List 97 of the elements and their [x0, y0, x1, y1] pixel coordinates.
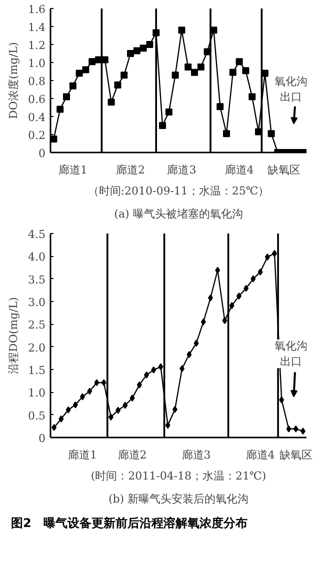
- point: [286, 425, 292, 432]
- point: [186, 351, 192, 358]
- point: [56, 106, 64, 113]
- y-tick-label: 0.8: [28, 75, 46, 88]
- point: [159, 122, 166, 129]
- x-tick-label: 廊道1: [58, 164, 88, 176]
- annotation: 氧化沟出口: [274, 340, 308, 368]
- point: [250, 275, 256, 282]
- x-tick-label: 廊道4: [224, 164, 254, 176]
- point: [279, 396, 284, 404]
- point: [108, 98, 115, 106]
- point: [293, 425, 298, 432]
- point: [146, 41, 154, 48]
- point: [140, 44, 147, 52]
- point: [122, 402, 128, 409]
- y-tick-label: 3.0: [28, 296, 46, 309]
- point: [165, 108, 172, 116]
- y-tick-label: 1.0: [28, 386, 46, 400]
- y-tick-label: 0: [38, 147, 46, 160]
- x-axis-title: （时间:2010-09-11；水温：25℃）: [88, 184, 270, 198]
- point: [116, 406, 121, 414]
- point: [66, 406, 71, 414]
- y-tick-label: 1.6: [28, 3, 46, 16]
- point: [264, 254, 270, 261]
- point: [151, 366, 156, 374]
- point: [172, 72, 179, 79]
- point: [69, 82, 76, 90]
- point: [63, 93, 70, 100]
- point: [82, 66, 90, 74]
- point: [229, 68, 236, 76]
- y-tick-label: 0.4: [28, 111, 46, 124]
- annotation: 氧化沟出口: [274, 74, 308, 104]
- point: [223, 130, 230, 138]
- point: [101, 379, 106, 386]
- point: [197, 64, 204, 70]
- point: [108, 414, 114, 421]
- text: (b) 新曝气头安装后的氧化沟: [108, 492, 249, 506]
- x-tick-label: 廊道3: [167, 164, 196, 176]
- point: [216, 103, 224, 110]
- point: [300, 428, 306, 435]
- point: [130, 394, 135, 402]
- point: [94, 379, 100, 386]
- y-axis-title: DO浓度(mg/L): [7, 42, 20, 119]
- y-tick-label: 4.0: [28, 250, 46, 264]
- point: [244, 284, 249, 292]
- point: [200, 318, 206, 326]
- point: [215, 266, 220, 274]
- point: [127, 50, 134, 57]
- y-tick-label: 4.5: [28, 228, 46, 241]
- point: [72, 401, 78, 408]
- point: [172, 406, 178, 413]
- point: [87, 388, 92, 395]
- point: [248, 93, 256, 100]
- point: [165, 422, 170, 429]
- y-tick-label: 1.2: [28, 39, 46, 52]
- y-tick-label: 2.0: [28, 341, 46, 354]
- point: [236, 58, 243, 66]
- y-tick-label: 1.0: [28, 57, 46, 70]
- point: [184, 64, 192, 70]
- x-tick-label: 廊道2: [118, 448, 147, 462]
- point: [191, 68, 198, 76]
- x-tick-label: 廊道3: [182, 448, 211, 462]
- point: [242, 67, 250, 74]
- y-tick-label: 1.4: [28, 21, 46, 34]
- y-tick-label: 0.2: [28, 129, 46, 142]
- y-tick-label: 1.5: [28, 364, 46, 377]
- point: [52, 424, 57, 432]
- point: [229, 302, 234, 310]
- y-axis-title: 沿程DO(mg/L): [7, 297, 20, 374]
- point: [236, 292, 242, 300]
- point: [120, 72, 128, 79]
- x-tick-label: 廊道4: [246, 448, 275, 462]
- x-tick-label: 廊道2: [116, 164, 145, 176]
- x-tick-label: 缺氧区: [279, 448, 312, 462]
- point: [194, 340, 199, 347]
- point: [136, 381, 142, 388]
- x-tick-label: 廊道1: [68, 448, 97, 462]
- x-tick-label: 缺氧区: [268, 164, 301, 176]
- y-tick-label: 0: [38, 432, 46, 445]
- point: [258, 268, 263, 276]
- y-tick-label: 3.5: [28, 273, 46, 286]
- point: [114, 82, 122, 88]
- point: [268, 130, 275, 138]
- point: [222, 317, 228, 324]
- point: [88, 58, 96, 66]
- y-tick-label: 0.5: [28, 409, 46, 422]
- y-tick-label: 2.5: [28, 318, 46, 332]
- point: [178, 26, 186, 34]
- point: [58, 415, 64, 422]
- point: [180, 365, 185, 372]
- point: [76, 70, 83, 77]
- caption: 图2 曝气设备更新前后沿程溶解氧浓度分布: [11, 515, 248, 532]
- point: [158, 363, 164, 370]
- y-tick-label: 0.6: [28, 93, 46, 106]
- point: [133, 47, 140, 54]
- x-axis-title: (时间：2011-04-18；水温：21℃): [90, 470, 266, 482]
- text: (a) 曝气头被堵塞的氧化沟: [114, 208, 243, 220]
